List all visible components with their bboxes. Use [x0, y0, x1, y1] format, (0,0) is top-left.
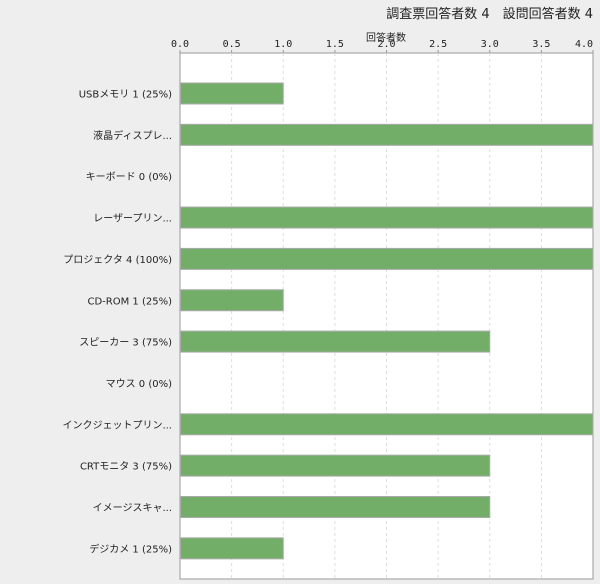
- category-label: USBメモリ 1 (25%): [79, 90, 172, 101]
- x-tick-label: 4.0: [575, 39, 593, 50]
- category-label: CRTモニタ 3 (75%): [80, 461, 172, 473]
- bar: [180, 206, 594, 229]
- category-label: 液晶ディスプレ...: [93, 129, 172, 142]
- bar: [180, 496, 491, 518]
- respondent-summary: 調査票回答者数 4 設問回答者数 4: [386, 6, 593, 22]
- x-tick-label: 3.5: [532, 39, 550, 50]
- x-tick-label: 0.0: [171, 39, 189, 50]
- bar: [180, 413, 594, 436]
- x-tick-label: 3.0: [481, 39, 499, 50]
- bar: [180, 82, 284, 105]
- x-tick-label: 0.5: [223, 39, 241, 50]
- bar: [180, 123, 594, 146]
- x-axis-label: 回答者数: [366, 31, 406, 44]
- bar: [180, 330, 491, 353]
- x-tick-label: 2.5: [429, 39, 447, 50]
- bar: [180, 289, 284, 312]
- bar: [180, 537, 284, 560]
- category-label: マウス 0 (0%): [106, 378, 172, 390]
- category-label: レーザープリン...: [93, 213, 172, 225]
- bar: [180, 454, 491, 477]
- category-label: プロジェクタ 4 (100%): [63, 254, 172, 266]
- category-label: CD-ROM 1 (25%): [88, 296, 173, 307]
- x-tick-label: 1.0: [274, 39, 292, 50]
- x-tick-label: 1.5: [326, 39, 344, 50]
- category-label: キーボード 0 (0%): [86, 171, 172, 183]
- category-label: デジカメ 1 (25%): [89, 542, 172, 555]
- bar: [180, 247, 594, 270]
- x-tick-label: 2.0: [377, 39, 395, 50]
- category-label: スピーカー 3 (75%): [79, 337, 172, 349]
- category-label: イメージスキャ...: [93, 503, 172, 514]
- category-label: インクジェットプリン...: [62, 419, 172, 431]
